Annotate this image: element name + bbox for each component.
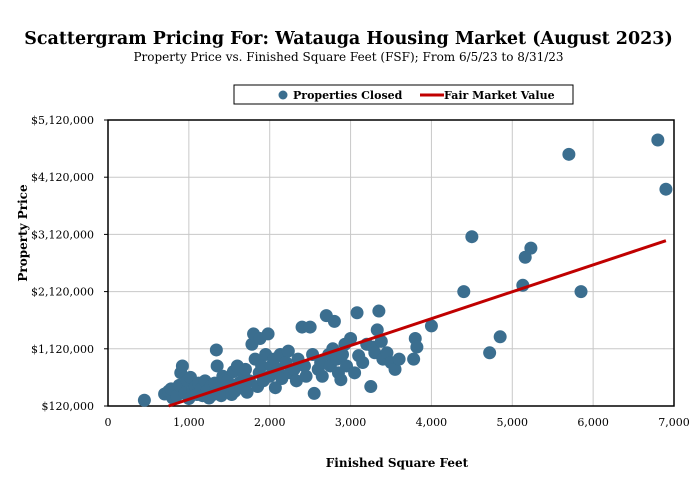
data-point [457,285,471,299]
data-point [315,369,329,383]
data-point [255,359,269,373]
x-axis-ticks: 0 1,000 2,000 3,000 4,000 5,000 6,000 7,000 [105,416,690,429]
legend-box [233,84,574,105]
chart-subtitle: Property Price vs. Finished Square Feet … [133,50,564,64]
plot-frame [107,119,675,407]
data-point [303,320,317,334]
data-point [307,386,321,400]
x-tick-label: 1,000 [173,416,205,429]
data-point [240,385,254,399]
data-point [334,373,348,387]
data-point [268,381,282,395]
y-tick-label: $5,120,000 [31,114,94,127]
y-tick-label: $4,120,000 [31,171,94,184]
data-point [364,380,378,394]
x-tick-label: 3,000 [335,416,367,429]
data-point [238,362,252,376]
data-point [524,241,538,255]
data-point [210,359,224,373]
y-axis-ticks: $120,000 $1,120,000 $2,120,000 $3,120,000 $4… [31,114,108,413]
data-point [392,352,406,366]
data-point [380,346,394,360]
x-axis-label: Finished Square Feet [326,456,469,470]
data-point [574,285,588,299]
data-point [374,334,388,348]
fair-market-value-line-group [168,239,667,408]
y-axis-label: Property Price [16,184,30,282]
data-point [651,133,665,147]
x-tick-label: 2,000 [254,416,286,429]
data-point [344,332,358,346]
data-point [659,182,673,196]
data-point [562,147,576,161]
legend-marker-properties-closed [278,90,288,100]
y-tick-label: $3,120,000 [31,228,94,241]
data-point [209,343,223,357]
y-tick-label: $2,120,000 [31,286,94,299]
x-tick-label: 5,000 [497,416,529,429]
x-tick-label: 0 [105,416,112,429]
fair-market-value-line [168,239,667,408]
data-point [299,369,313,383]
data-point [424,319,438,333]
x-tick-label: 6,000 [577,416,609,429]
data-point [493,330,507,344]
data-point [350,306,364,320]
x-tick-label: 4,000 [416,416,448,429]
data-point [356,356,370,370]
y-tick-label: $120,000 [42,400,95,413]
data-point [388,362,402,376]
data-point [281,344,295,358]
data-point [261,327,275,341]
data-point [348,366,362,380]
data-point [370,323,384,337]
x-tick-label: 7,000 [658,416,690,429]
data-point [483,346,497,360]
legend-label-fair-market-value: Fair Market Value [444,89,555,102]
data-point [335,348,349,362]
legend-label-properties-closed: Properties Closed [293,89,403,102]
data-point [407,352,421,366]
data-point [465,230,479,244]
chart-title: Scattergram Pricing For: Watauga Housing… [24,29,673,49]
data-point [410,340,424,354]
data-point [175,359,189,373]
data-point [372,304,386,318]
data-point [289,374,303,388]
legend: Properties Closed Fair Market Value [233,84,574,105]
data-point [137,393,151,407]
y-tick-label: $1,120,000 [31,343,94,356]
data-point [327,314,341,328]
